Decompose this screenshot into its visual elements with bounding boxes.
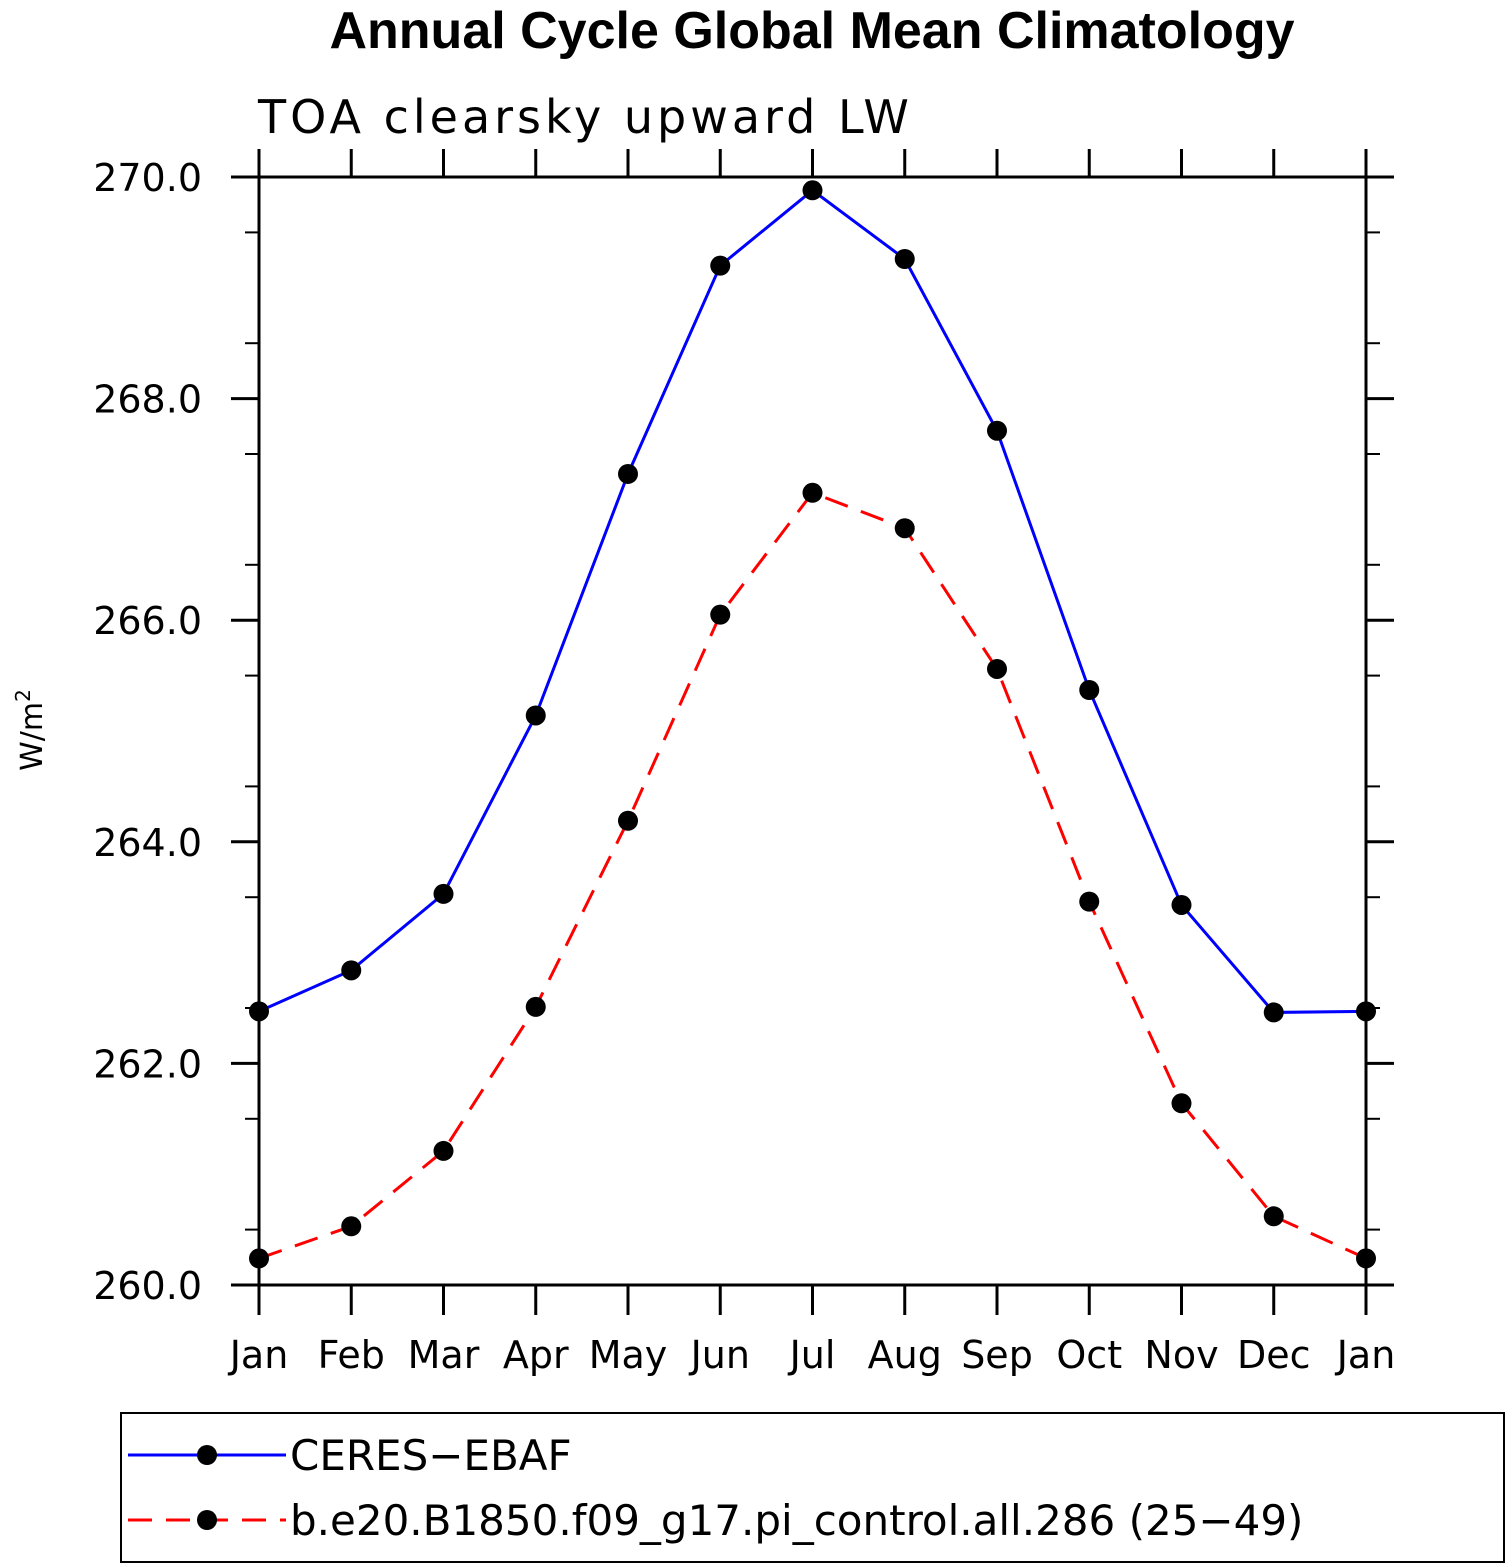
x-tick-label: Jan xyxy=(228,1333,289,1377)
x-tick-label: Sep xyxy=(961,1333,1033,1377)
x-tick-label: Nov xyxy=(1144,1333,1218,1377)
legend-label-0: CERES−EBAF xyxy=(290,1431,572,1480)
legend-label-1: b.e20.B1850.f09_g17.pi_control.all.286 (… xyxy=(290,1496,1303,1545)
data-point-series-1 xyxy=(987,658,1007,679)
data-point-series-0 xyxy=(1079,680,1100,701)
data-point-series-0 xyxy=(433,883,454,904)
legend-box xyxy=(120,1412,1505,1563)
legend: CERES−EBAF b.e20.B1850.f09_g17.pi_control… xyxy=(120,1412,1505,1563)
y-axis-label-superscript: 2 xyxy=(11,689,35,702)
y-tick-label: 262.0 xyxy=(93,1042,202,1086)
chart-subtitle: TOA clearsky upward LW xyxy=(257,90,913,144)
data-point-series-0 xyxy=(341,960,362,981)
series-line-0 xyxy=(258,188,1367,1014)
data-point-series-0 xyxy=(987,420,1007,441)
data-point-series-1 xyxy=(1263,1206,1284,1227)
data-point-series-1 xyxy=(525,996,546,1017)
x-tick-label: Aug xyxy=(868,1333,942,1377)
series-line-1 xyxy=(258,490,1367,1260)
y-ticks: 260.0 262.0 264.0 266.0 268.0 270.0 xyxy=(93,156,1394,1308)
x-tick-label: Feb xyxy=(318,1333,385,1377)
plot-frame xyxy=(257,175,1368,1287)
data-point-series-0 xyxy=(894,248,915,269)
y-axis-label: W/m2 xyxy=(11,689,50,771)
x-ticks: Jan Feb Mar Apr May Jun Jul Aug Sep Oct Nov Dec Jan xyxy=(228,149,1396,1377)
data-point-series-0 xyxy=(1263,1002,1284,1023)
y-tick-label: 260.0 xyxy=(93,1264,202,1308)
data-point-series-0 xyxy=(525,705,546,726)
x-tick-label: Apr xyxy=(503,1333,569,1377)
series-layer xyxy=(249,180,1376,1269)
y-axis-label-unit: W/m xyxy=(15,702,50,771)
x-tick-label: Jul xyxy=(788,1333,836,1377)
data-point-series-0 xyxy=(1171,894,1192,915)
y-tick-label: 268.0 xyxy=(93,378,202,422)
data-point-series-0 xyxy=(710,255,731,276)
data-point-series-1 xyxy=(1171,1093,1192,1114)
legend-marker-0 xyxy=(197,1445,217,1465)
data-point-series-0 xyxy=(802,180,823,201)
x-tick-label: Mar xyxy=(408,1333,480,1377)
data-point-series-1 xyxy=(1079,891,1100,912)
x-tick-label: Jun xyxy=(689,1333,750,1377)
y-tick-label: 264.0 xyxy=(93,821,202,865)
y-tick-label: 266.0 xyxy=(93,599,202,643)
data-point-series-0 xyxy=(618,463,638,484)
data-point-series-1 xyxy=(433,1140,454,1161)
data-point-series-1 xyxy=(618,810,638,831)
data-point-series-1 xyxy=(894,518,915,539)
data-point-series-1 xyxy=(802,482,823,503)
x-tick-label: May xyxy=(589,1333,668,1377)
y-minor-ticks xyxy=(245,231,1380,1231)
x-tick-label: Dec xyxy=(1237,1333,1311,1377)
y-tick-label: 270.0 xyxy=(93,156,202,200)
data-point-series-1 xyxy=(710,604,731,625)
chart-title: Annual Cycle Global Mean Climatology xyxy=(329,2,1294,60)
legend-marker-1 xyxy=(197,1510,217,1530)
x-tick-label: Oct xyxy=(1056,1333,1122,1377)
x-tick-label: Jan xyxy=(1335,1333,1396,1377)
data-point-series-1 xyxy=(341,1216,362,1237)
